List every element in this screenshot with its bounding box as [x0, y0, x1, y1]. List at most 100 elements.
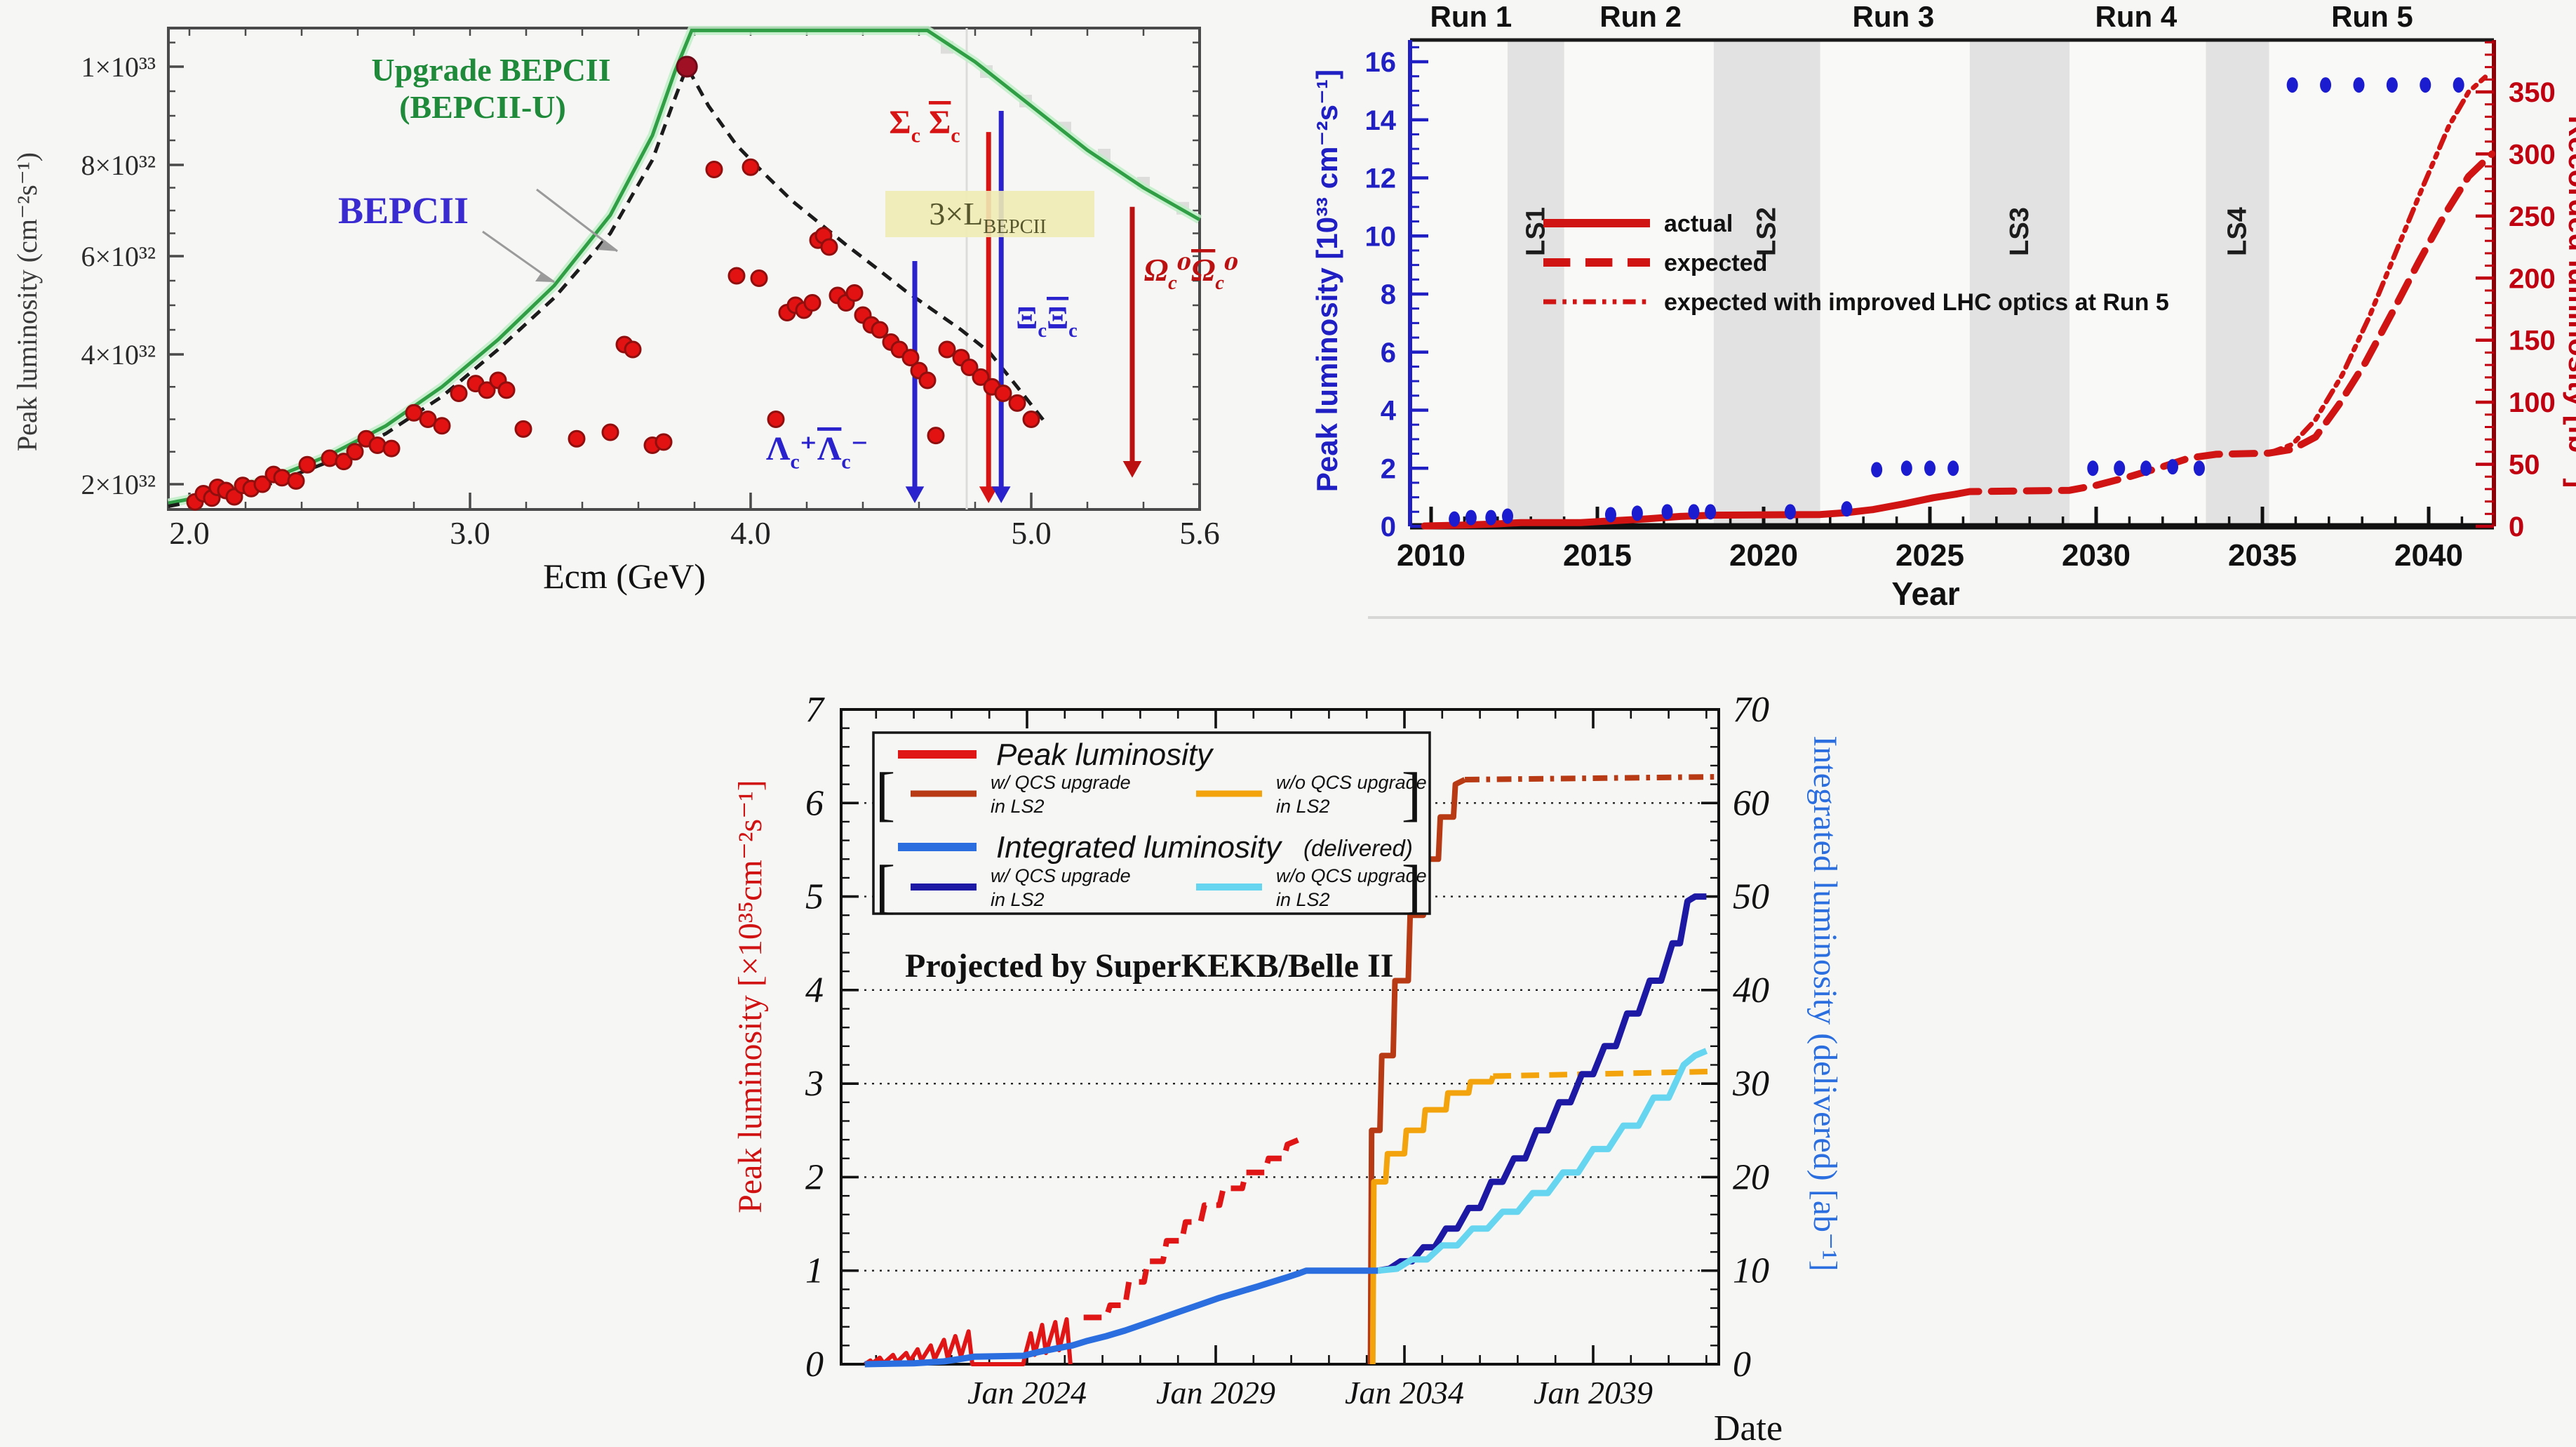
shutdown-band-LS4	[2206, 40, 2269, 526]
peak-dot	[1900, 460, 1912, 476]
peak-dot	[1485, 509, 1497, 526]
right-axis-title: Recorded luminosity [fb⁻¹]	[2563, 116, 2576, 488]
x-tick-label: 2020	[1729, 538, 1798, 573]
peak-dot	[2453, 77, 2464, 93]
data-point-peak	[676, 55, 698, 78]
peak-dot	[1688, 504, 1700, 520]
data-point	[803, 294, 821, 312]
left-tick-label: 1	[805, 1251, 824, 1291]
right-tick-label: 50	[2509, 450, 2540, 481]
data-point	[901, 349, 920, 367]
threshold-arrow-Xi_c-pair-head	[991, 486, 1011, 503]
data-point	[1008, 394, 1026, 412]
shutdown-label-LS4: LS4	[2222, 207, 2252, 256]
data-point	[820, 238, 838, 256]
right-tick-label: 200	[2509, 263, 2556, 294]
threshold-arrow-Lambda_c-pair-head	[905, 486, 925, 503]
data-point	[960, 359, 979, 376]
right-tick-label: 10	[1733, 1251, 1769, 1291]
data-point	[478, 381, 496, 399]
x-tick-label: 2025	[1896, 538, 1964, 573]
series-peak-w-o-qcs-upgrade-in-ls2	[1369, 1075, 1496, 1365]
left-tick-label: 12	[1365, 164, 1397, 194]
legend-label-2: expected with improved LHC optics at Run…	[1664, 289, 2169, 316]
threshold-arrow-Sigma_c-pair-head	[979, 486, 998, 503]
legend-label-1: expected	[1664, 250, 1767, 276]
series-integrated-w-o-qcs-upgrade-in-ls2	[1377, 1048, 1708, 1274]
left-tick-label: 4	[1381, 396, 1397, 427]
plot-frame	[167, 27, 1201, 511]
chart-bepcii-luminosity: 2.0 3.0 4.0 5.0 5.6 1×10³³ 8×10³² 6×10³² 4×10³² 2…	[11, 25, 1238, 596]
y-tick-label: 4×10³²	[81, 339, 156, 371]
left-tick-label: 6	[1381, 338, 1396, 368]
data-point	[514, 420, 532, 438]
peak-dot	[2114, 460, 2126, 476]
legend-label-int-woqcs: w/o QCS upgrade	[1276, 865, 1427, 886]
data-point	[750, 269, 768, 287]
left-tick-label: 16	[1365, 47, 1397, 78]
right-axis-title: Integrated luminosity (delivered) [ab⁻¹]	[1806, 735, 1844, 1271]
legend-label-int-wqcs: w/ QCS upgrade	[991, 865, 1131, 886]
l3-highlight-box	[885, 191, 1094, 237]
right-tick-label: 0	[1733, 1345, 1751, 1385]
threshold-arrow-Omega_c-pair-head	[1122, 460, 1142, 478]
peak-dot	[2353, 77, 2365, 93]
peak-dot	[1449, 511, 1461, 527]
right-tick-label: 60	[1733, 783, 1769, 823]
data-point	[845, 284, 864, 302]
data-point	[727, 267, 746, 285]
left-tick-label: 5	[805, 877, 824, 917]
y-tick-label: 1×10³³	[81, 51, 156, 83]
series-expected-with-improved-LHC-optics-at-Run-5	[2267, 74, 2488, 456]
data-point	[405, 404, 423, 422]
legend-bracket-open-int: [	[876, 853, 896, 920]
axis-ticks	[168, 28, 1201, 511]
legend-label-integrated: Integrated luminosity	[996, 830, 1283, 865]
legend-label-0: actual	[1664, 211, 1733, 237]
x-tick-label: 3.0	[450, 515, 490, 551]
x-tick-label: 2030	[2062, 538, 2131, 573]
upgrade-curve-glow	[167, 25, 1202, 508]
upgrade-pointer-line	[536, 188, 618, 253]
right-tick-label: 250	[2509, 201, 2556, 232]
series-peak-w-qcs-upgrade-in-ls2	[1367, 777, 1466, 1365]
x-tick-label: 4.0	[730, 515, 771, 551]
peak-dot	[1631, 505, 1643, 521]
y-axis-title: Peak luminosity (cm⁻²s⁻¹)	[11, 152, 43, 451]
series-actual	[1421, 491, 1960, 530]
x-axis-title: Date	[1714, 1408, 1783, 1447]
x-axis-title: Year	[1891, 575, 1959, 612]
y-tick-label: 8×10³²	[81, 149, 156, 181]
x-tick-label: 2.0	[169, 515, 210, 551]
legend-label-int-wqcs-ls2: in LS2	[991, 889, 1045, 910]
legend-label-delivered: (delivered)	[1303, 835, 1413, 861]
shutdown-band-LS1	[1508, 40, 1564, 526]
upgrade-pointer-head	[598, 240, 617, 251]
right-tick-label: 100	[2509, 387, 2556, 418]
legend-bracket-open-peak: [	[876, 760, 896, 827]
left-tick-label: 0	[805, 1345, 824, 1385]
peak-dot	[2087, 460, 2099, 476]
chart-superkekb-projection: Jan 2024 Jan 2029 Jan 2034 Jan 2039 0 1 2 3 4 5 6 7…	[732, 690, 1844, 1447]
left-tick-label: 6	[805, 783, 824, 823]
threshold-label-Lambda_c-pair: Λc⁺Λc⁻	[766, 430, 868, 474]
data-point	[624, 340, 642, 359]
data-point	[346, 443, 364, 461]
shutdown-label-LS2: LS2	[1752, 207, 1782, 256]
x-tick-label: Jan 2034	[1345, 1375, 1464, 1411]
data-point	[871, 321, 889, 339]
x-tick-label: Jan 2039	[1534, 1375, 1653, 1411]
data-point	[368, 436, 387, 454]
plot-frame	[840, 708, 1720, 1366]
right-tick-label: 50	[1733, 877, 1769, 917]
upgrade-label-line2: (BEPCII-U)	[399, 89, 566, 125]
right-tick-label: 30	[1732, 1064, 1769, 1104]
shutdown-label-LS3: LS3	[2005, 207, 2034, 256]
run-label: Run 5	[2331, 0, 2413, 33]
left-axis-title: Peak luminosity [10³³ cm⁻²s⁻¹]	[1310, 69, 1343, 492]
data-point	[298, 455, 316, 474]
data-point	[225, 488, 243, 506]
data-point	[927, 427, 945, 445]
data-point	[335, 453, 353, 471]
